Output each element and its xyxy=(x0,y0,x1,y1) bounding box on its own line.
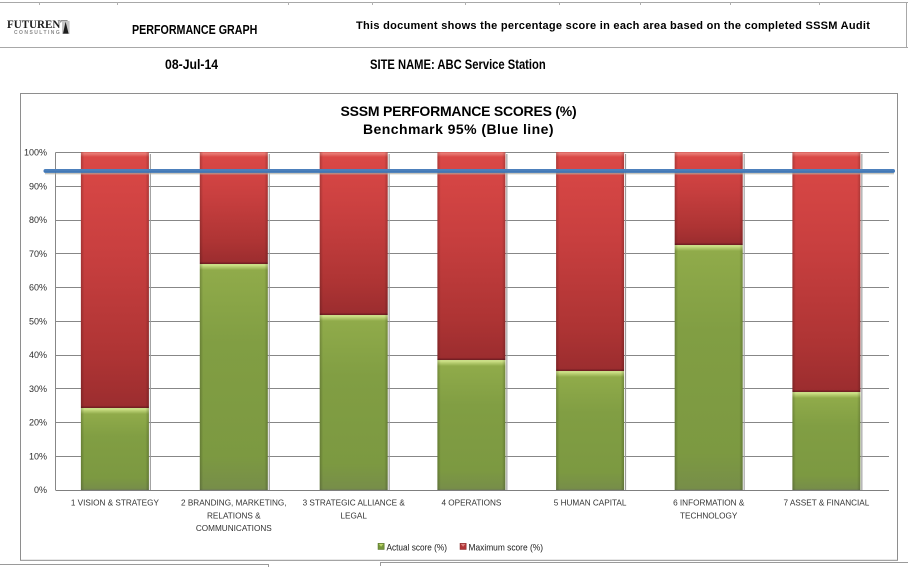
svg-text:2 BRANDING, MARKETING,: 2 BRANDING, MARKETING, xyxy=(181,499,287,508)
svg-text:7 ASSET & FINANCIAL: 7 ASSET & FINANCIAL xyxy=(783,499,869,508)
svg-text:90%: 90% xyxy=(29,181,47,191)
svg-text:RELATIONS &: RELATIONS & xyxy=(207,511,261,520)
svg-text:SSSM PERFORMANCE SCORES (%): SSSM PERFORMANCE SCORES (%) xyxy=(341,103,577,119)
svg-text:0%: 0% xyxy=(34,485,47,495)
svg-text:10%: 10% xyxy=(29,451,47,461)
svg-text:5 HUMAN CAPITAL: 5 HUMAN CAPITAL xyxy=(554,499,627,508)
svg-text:50%: 50% xyxy=(29,316,47,326)
svg-text:100%: 100% xyxy=(24,148,47,158)
svg-text:70%: 70% xyxy=(29,249,47,259)
svg-text:60%: 60% xyxy=(29,283,47,293)
svg-text:3 STRATEGIC ALLIANCE &: 3 STRATEGIC ALLIANCE & xyxy=(303,499,406,508)
svg-text:1 VISION & STRATEGY: 1 VISION & STRATEGY xyxy=(71,499,160,508)
svg-text:4 OPERATIONS: 4 OPERATIONS xyxy=(441,499,501,508)
svg-text:Maximum score (%): Maximum score (%) xyxy=(469,543,544,553)
svg-text:Benchmark 95% (Blue line): Benchmark 95% (Blue line) xyxy=(363,121,554,137)
svg-text:20%: 20% xyxy=(29,418,47,428)
svg-text:40%: 40% xyxy=(29,350,47,360)
svg-text:6 INFORMATION &: 6 INFORMATION & xyxy=(673,499,745,508)
svg-text:LEGAL: LEGAL xyxy=(340,511,367,520)
svg-text:80%: 80% xyxy=(29,215,47,225)
svg-text:30%: 30% xyxy=(29,384,47,394)
svg-text:TECHNOLOGY: TECHNOLOGY xyxy=(680,511,738,520)
svg-text:COMMUNICATIONS: COMMUNICATIONS xyxy=(196,524,272,533)
svg-text:Actual score (%): Actual score (%) xyxy=(387,543,448,553)
